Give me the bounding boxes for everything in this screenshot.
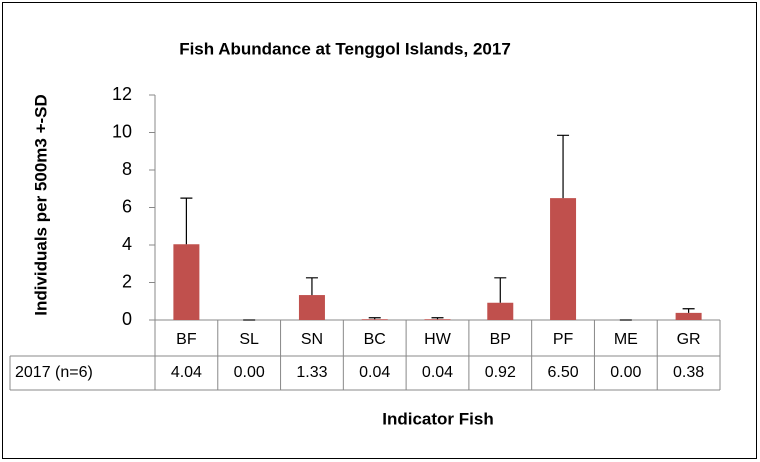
bar [487,302,514,320]
x-tick-label: PF [553,331,574,348]
error-bar [682,308,695,313]
y-tick-label: 2 [122,271,132,291]
bar [675,312,702,320]
bar [361,319,388,320]
x-tick-label: GR [677,331,701,348]
bar [298,295,325,320]
data-table-value: 6.50 [547,364,578,381]
bar [550,198,577,320]
y-tick-label: 6 [122,196,132,216]
x-tick-label: BF [176,331,197,348]
data-table-value: 0.00 [234,364,265,381]
data-table-value: 0.04 [422,364,453,381]
bar [173,244,200,320]
x-tick-label: ME [614,331,638,348]
x-tick-label: SN [301,331,323,348]
y-tick-label: 10 [112,121,132,141]
data-table-value: 0.92 [485,364,516,381]
x-tick-label: BP [490,331,511,348]
chart-title: Fish Abundance at Tenggol Islands, 2017 [179,39,511,58]
data-table-value: 0.04 [359,364,390,381]
error-bar [180,197,193,245]
x-tick-label: HW [424,331,452,348]
table-row-label: 2017 (n=6) [15,364,93,381]
error-bar [494,277,507,303]
data-table-value: 0.00 [610,364,641,381]
data-table-value: 0.38 [673,364,704,381]
error-bar [368,317,381,320]
x-tick-label: BC [364,331,386,348]
y-tick-label: 0 [122,309,132,329]
y-axis-label: Individuals per 500m3 +-SD [31,94,50,316]
x-axis-label: Indicator Fish [382,409,493,428]
error-bar [431,317,444,320]
data-table-value: 1.33 [296,364,327,381]
error-bar [557,134,570,199]
y-tick-label: 12 [112,84,132,104]
data-table-value: 4.04 [171,364,202,381]
y-tick-label: 8 [122,159,132,179]
error-bar [305,277,318,296]
y-tick-label: 4 [122,234,132,254]
bar [424,319,451,320]
x-tick-label: SL [239,331,259,348]
